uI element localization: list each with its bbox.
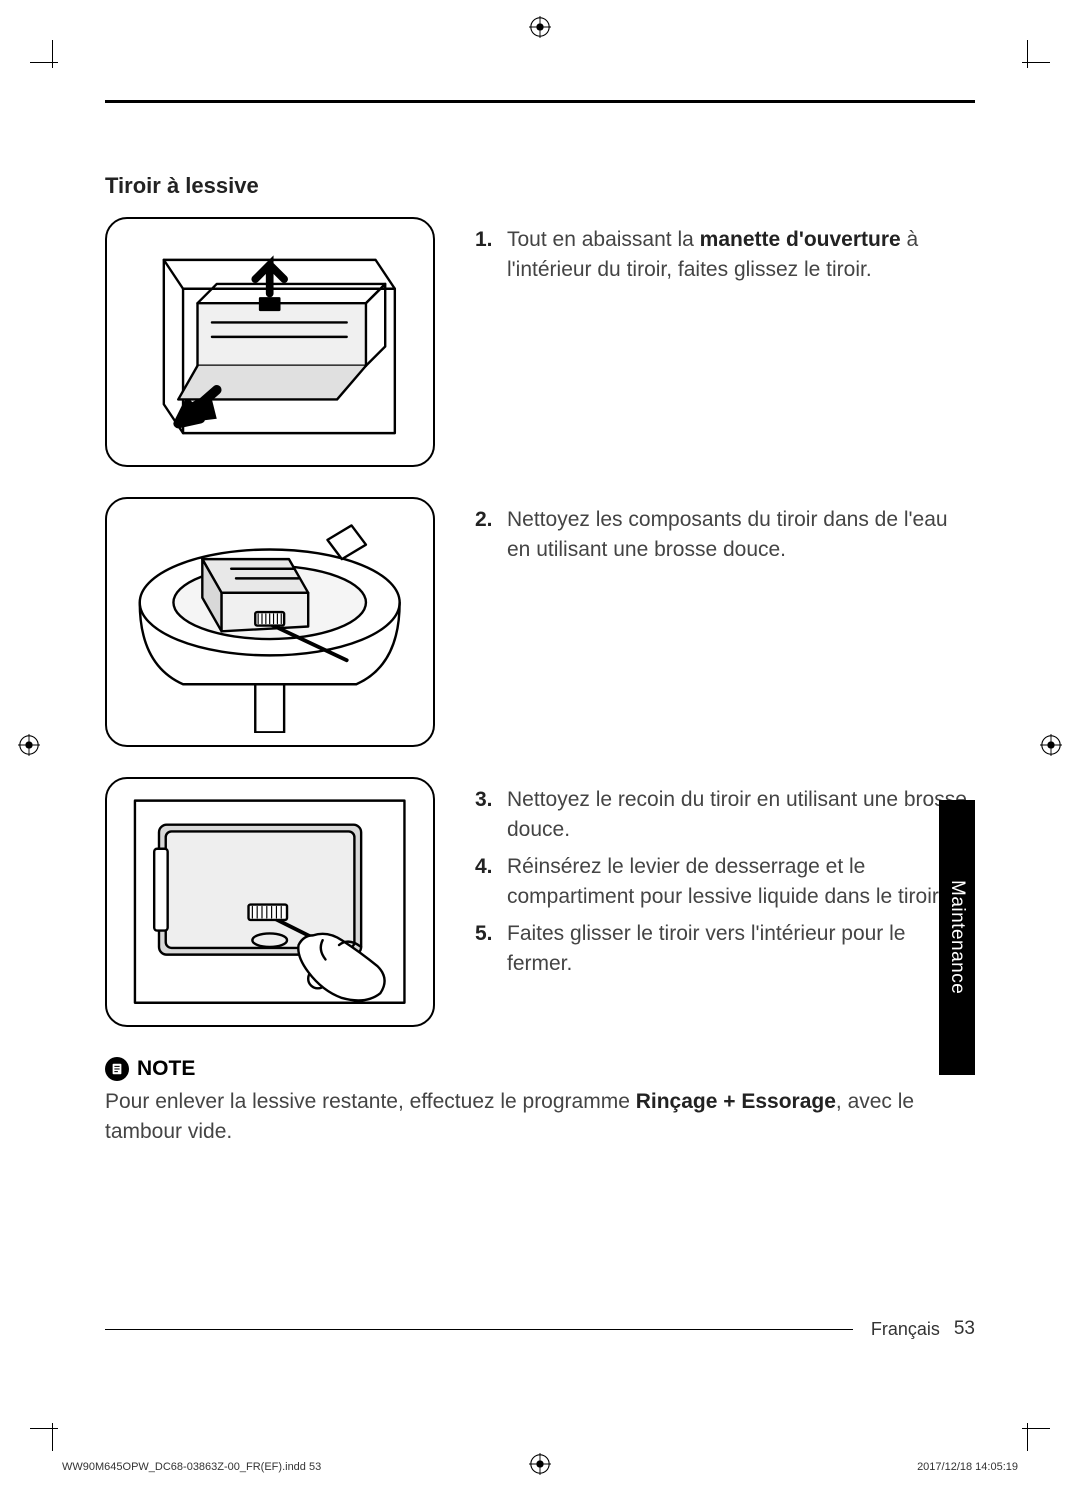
crop-mark [1027,40,1028,68]
step-list: 1. Tout en abaissant la manette d'ouvert… [475,217,975,292]
step-text: Nettoyez les composants du tiroir dans d… [507,505,975,566]
step-number: 5. [475,919,497,980]
note-text: Pour enlever la lessive restante, effect… [105,1087,975,1148]
step-block: 2. Nettoyez les composants du tiroir dan… [105,497,975,747]
step-list: 2. Nettoyez les composants du tiroir dan… [475,497,975,572]
step-item: 4. Réinsérez le levier de desserrage et … [475,852,975,913]
step-text: Réinsérez le levier de desserrage et le … [507,852,975,913]
step-item: 5. Faites glisser le tiroir vers l'intér… [475,919,975,980]
illustration-recess-clean [105,777,435,1027]
print-footer: WW90M645OPW_DC68-03863Z-00_FR(EF).indd 5… [62,1461,1018,1473]
footer-page-number: 53 [954,1318,975,1340]
note-block: NOTE Pour enlever la lessive restante, e… [105,1057,975,1148]
registration-mark-icon [18,734,40,756]
step-text: Tout en abaissant la manette d'ouverture… [507,225,975,286]
crop-mark [52,40,53,68]
step-item: 1. Tout en abaissant la manette d'ouvert… [475,225,975,286]
crop-mark [1022,1428,1050,1429]
note-header: NOTE [105,1057,975,1081]
crop-mark [30,1428,58,1429]
registration-mark-icon [529,16,551,38]
illustration-drawer-remove [105,217,435,467]
step-text: Faites glisser le tiroir vers l'intérieu… [507,919,975,980]
page-footer: Français 53 [105,1318,975,1340]
step-text: Nettoyez le recoin du tiroir en utilisan… [507,785,975,846]
step-list: 3. Nettoyez le recoin du tiroir en utili… [475,777,975,986]
footer-rule [105,1329,853,1330]
illustration-sink-clean [105,497,435,747]
section-title: Tiroir à lessive [105,173,975,199]
side-tab-maintenance: Maintenance [939,800,975,1075]
step-number: 4. [475,852,497,913]
print-timestamp: 2017/12/18 14:05:19 [917,1461,1018,1473]
print-filename: WW90M645OPW_DC68-03863Z-00_FR(EF).indd 5… [62,1461,321,1473]
registration-mark-icon [1040,734,1062,756]
step-item: 3. Nettoyez le recoin du tiroir en utili… [475,785,975,846]
top-rule [105,100,975,103]
step-number: 1. [475,225,497,286]
footer-language: Français [871,1319,940,1340]
page-content: Tiroir à lessive [105,100,975,1370]
step-number: 3. [475,785,497,846]
crop-mark [30,62,58,63]
note-label: NOTE [137,1057,195,1081]
step-number: 2. [475,505,497,566]
step-block: 3. Nettoyez le recoin du tiroir en utili… [105,777,975,1027]
note-icon [105,1057,129,1081]
step-block: 1. Tout en abaissant la manette d'ouvert… [105,217,975,467]
step-item: 2. Nettoyez les composants du tiroir dan… [475,505,975,566]
crop-mark [1022,62,1050,63]
